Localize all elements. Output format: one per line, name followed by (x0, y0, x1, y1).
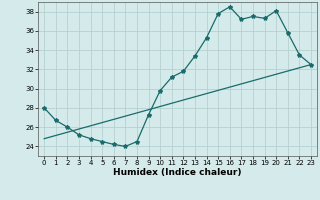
X-axis label: Humidex (Indice chaleur): Humidex (Indice chaleur) (113, 168, 242, 177)
